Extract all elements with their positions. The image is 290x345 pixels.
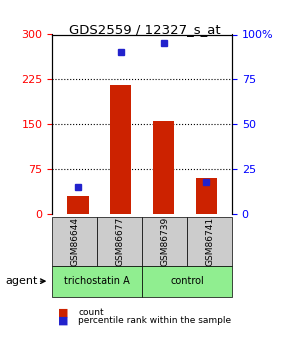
Text: count: count (78, 308, 104, 317)
Bar (110, 85, 131, 214)
Text: control: control (170, 276, 204, 286)
Text: trichostatin A: trichostatin A (64, 276, 130, 286)
Text: GSM86739: GSM86739 (160, 217, 169, 266)
Text: GDS2559 / 12327_s_at: GDS2559 / 12327_s_at (69, 23, 221, 36)
Bar (153, 121, 174, 214)
Text: GSM86677: GSM86677 (115, 217, 124, 266)
Bar (196, 178, 217, 214)
Text: GSM86741: GSM86741 (205, 217, 214, 266)
Bar (67, 196, 88, 214)
Text: ■: ■ (58, 316, 68, 326)
Text: agent: agent (6, 276, 38, 286)
Text: percentile rank within the sample: percentile rank within the sample (78, 316, 231, 325)
Text: ■: ■ (58, 307, 68, 317)
Text: GSM86644: GSM86644 (70, 217, 79, 266)
